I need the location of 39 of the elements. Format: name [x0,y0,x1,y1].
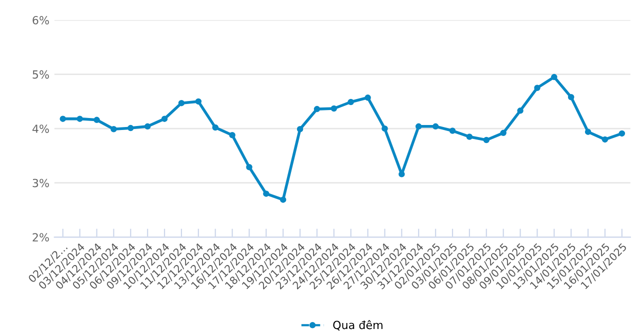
point [161,116,168,122]
point [551,74,558,80]
point [330,105,338,112]
y-tick-label: 2% [32,233,49,242]
point [263,190,270,197]
point [382,125,388,132]
point [280,196,286,203]
point [364,94,371,101]
point [212,124,218,131]
point [94,116,100,124]
point [195,98,202,105]
point [76,116,83,122]
point [618,130,626,137]
point [584,128,592,135]
point [534,84,540,92]
point [466,134,473,140]
point [568,94,574,100]
y-tick-label: 6% [32,16,49,24]
point [314,106,320,112]
point [432,123,439,130]
point [246,164,252,170]
y-tick-label: 4% [32,124,49,133]
point [517,108,524,114]
point [144,123,151,130]
point [296,126,304,132]
point [483,136,490,144]
point [229,132,236,138]
point [449,128,456,134]
y-tick-label: 3% [32,178,49,188]
y-tick-label: 5% [32,70,49,79]
point [110,126,117,132]
point [416,123,422,130]
point [128,124,134,132]
legend-label: Qua đêm [333,320,382,330]
point [60,116,66,122]
point [500,130,506,136]
point [602,136,608,143]
point [348,98,354,106]
point [178,100,185,106]
